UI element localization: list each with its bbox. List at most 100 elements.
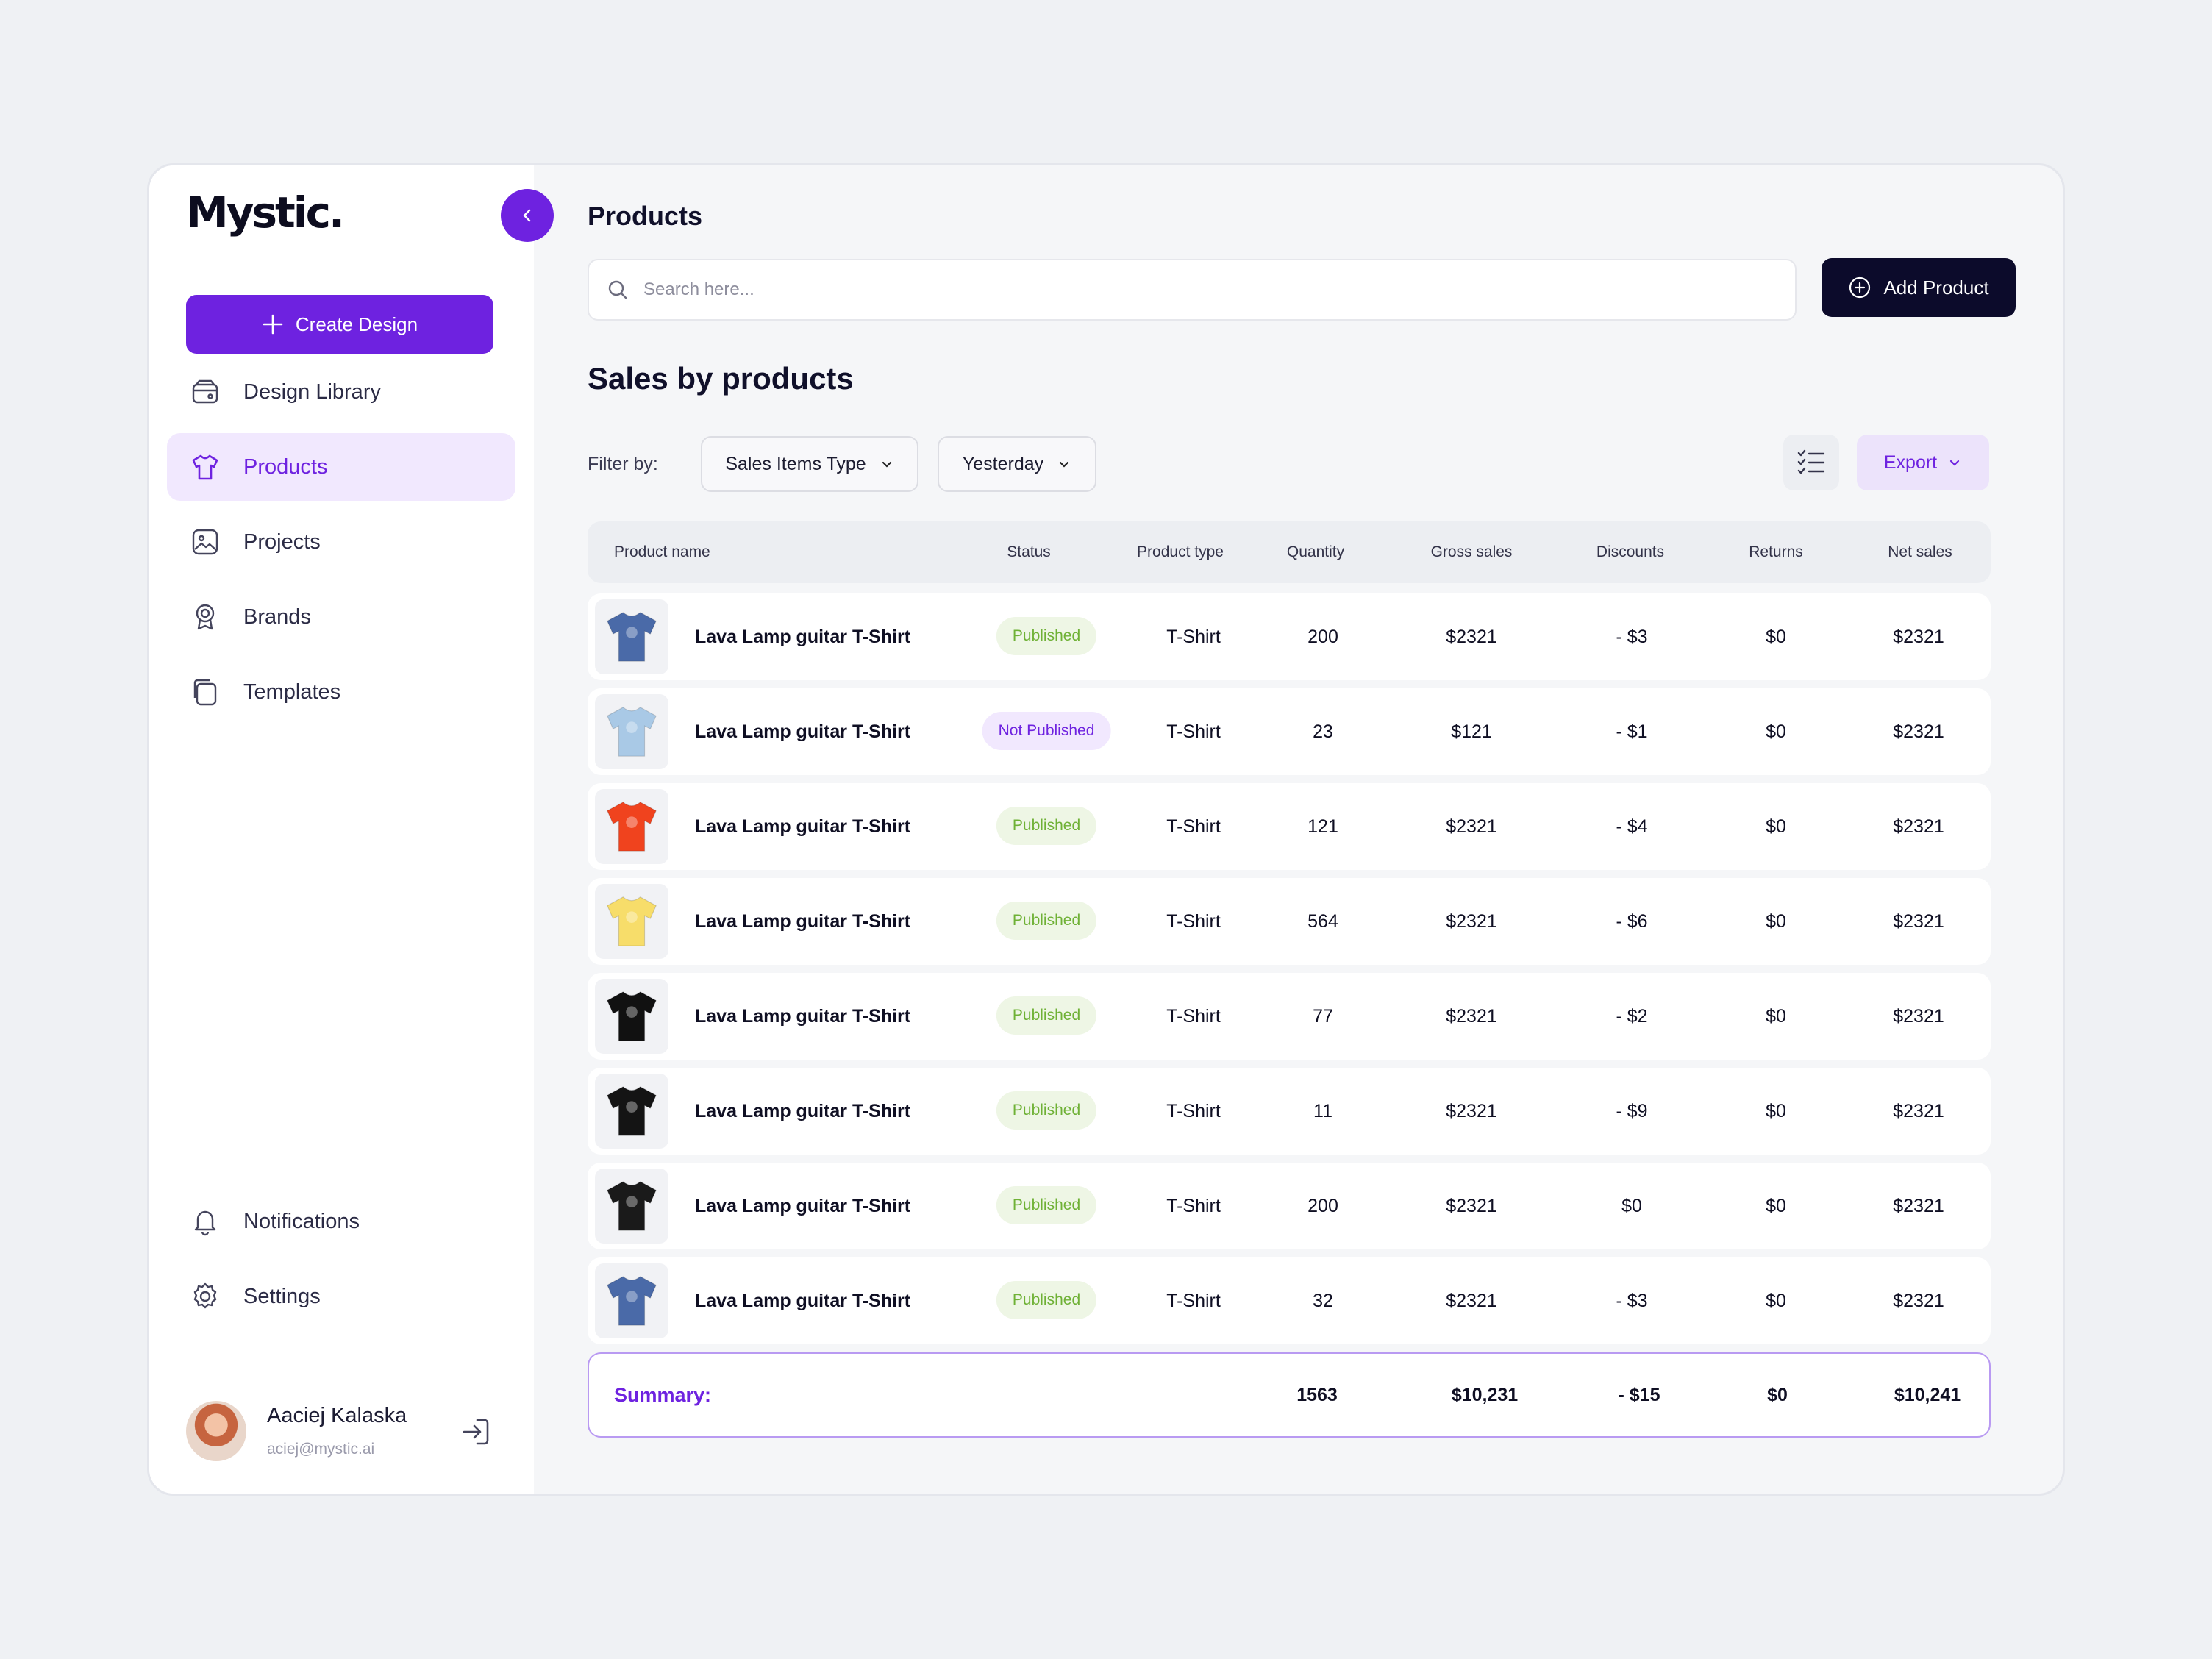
plus-icon	[263, 314, 283, 335]
quantity: 11	[1313, 1101, 1332, 1121]
table-row[interactable]: Lava Lamp guitar T-Shirt Not Published T-S…	[588, 688, 1991, 775]
logout-icon	[463, 1419, 489, 1445]
checklist-view-button[interactable]	[1783, 435, 1839, 490]
product-thumbnail	[595, 1263, 668, 1338]
status-badge: Published	[996, 1091, 1097, 1130]
section-title: Sales by products	[588, 361, 854, 396]
bell-icon	[194, 1210, 216, 1236]
table-row[interactable]: Lava Lamp guitar T-Shirt Published T-Shirt…	[588, 1257, 1991, 1344]
product-name[interactable]: Lava Lamp guitar T-Shirt	[695, 627, 911, 647]
table-row[interactable]: Lava Lamp guitar T-Shirt Published T-Shirt…	[588, 783, 1991, 870]
quantity: 121	[1307, 816, 1338, 837]
sidebar: Mystic. Create Design Design Library Pro…	[149, 165, 534, 1494]
tshirt-image-icon	[607, 1086, 657, 1136]
gross-sales: $2321	[1446, 911, 1497, 932]
tshirt-image-icon	[607, 802, 657, 852]
returns: $0	[1766, 1006, 1786, 1027]
table-row[interactable]: Lava Lamp guitar T-Shirt Published T-Shirt…	[588, 1068, 1991, 1155]
col-discounts: Discounts	[1596, 543, 1665, 560]
gross-sales: $2321	[1446, 627, 1497, 647]
summary-quantity: 1563	[1296, 1385, 1338, 1405]
discounts: - $4	[1616, 816, 1648, 837]
net-sales: $2321	[1893, 1291, 1944, 1311]
product-name[interactable]: Lava Lamp guitar T-Shirt	[695, 816, 911, 837]
sidebar-item-label: Templates	[243, 679, 341, 704]
sidebar-item-settings[interactable]: Settings	[167, 1263, 515, 1330]
search-input[interactable]	[642, 279, 1748, 301]
returns: $0	[1766, 1291, 1786, 1311]
filter-label: Filter by:	[588, 454, 658, 474]
col-net-sales: Net sales	[1888, 543, 1952, 560]
quantity: 77	[1313, 1006, 1333, 1027]
tshirt-image-icon	[607, 896, 657, 946]
table-row[interactable]: Lava Lamp guitar T-Shirt Published T-Shirt…	[588, 878, 1991, 965]
gear-icon	[193, 1282, 217, 1309]
sidebar-item-products[interactable]: Products	[167, 433, 515, 501]
status-badge: Not Published	[982, 712, 1111, 750]
gross-sales: $121	[1451, 721, 1492, 742]
discounts: - $2	[1616, 1006, 1648, 1027]
net-sales: $2321	[1893, 627, 1944, 647]
discounts: - $1	[1616, 721, 1648, 742]
avatar[interactable]	[186, 1401, 246, 1461]
col-product-type: Product type	[1137, 543, 1224, 560]
table-row[interactable]: Lava Lamp guitar T-Shirt Published T-Shirt…	[588, 593, 1991, 680]
product-name[interactable]: Lava Lamp guitar T-Shirt	[695, 1291, 911, 1311]
table-row[interactable]: Lava Lamp guitar T-Shirt Published T-Shirt…	[588, 973, 1991, 1060]
table-row[interactable]: Lava Lamp guitar T-Shirt Published T-Shirt…	[588, 1163, 1991, 1249]
returns: $0	[1766, 911, 1786, 932]
returns: $0	[1766, 721, 1786, 742]
product-name[interactable]: Lava Lamp guitar T-Shirt	[695, 1196, 911, 1216]
col-returns: Returns	[1749, 543, 1803, 560]
product-type: T-Shirt	[1166, 1006, 1221, 1027]
sidebar-item-design-library[interactable]: Design Library	[167, 358, 515, 426]
sidebar-item-label: Settings	[243, 1284, 321, 1308]
product-name[interactable]: Lava Lamp guitar T-Shirt	[695, 1101, 911, 1121]
status-badge: Published	[996, 996, 1097, 1035]
create-design-label: Create Design	[295, 313, 418, 335]
sidebar-item-notifications[interactable]: Notifications	[167, 1188, 515, 1255]
product-type: T-Shirt	[1166, 627, 1221, 647]
net-sales: $2321	[1893, 721, 1944, 742]
summary-label: Summary:	[614, 1384, 712, 1406]
collapse-sidebar-button[interactable]	[501, 189, 554, 242]
product-name[interactable]: Lava Lamp guitar T-Shirt	[695, 911, 911, 932]
product-name[interactable]: Lava Lamp guitar T-Shirt	[695, 1006, 911, 1027]
sidebar-item-projects[interactable]: Projects	[167, 508, 515, 576]
create-design-button[interactable]: Create Design	[186, 295, 493, 354]
quantity: 32	[1313, 1291, 1333, 1311]
net-sales: $2321	[1893, 816, 1944, 837]
sidebar-item-brands[interactable]: Brands	[167, 583, 515, 651]
product-thumbnail	[595, 1169, 668, 1244]
gross-sales: $2321	[1446, 1006, 1497, 1027]
product-type: T-Shirt	[1166, 911, 1221, 932]
product-name[interactable]: Lava Lamp guitar T-Shirt	[695, 721, 911, 742]
summary-net: $10,241	[1894, 1385, 1961, 1405]
checklist-icon	[1797, 449, 1825, 474]
sidebar-bottom-nav: Notifications Settings	[167, 1188, 515, 1338]
dropdown-value: Sales Items Type	[725, 453, 866, 474]
discounts: - $3	[1616, 627, 1648, 647]
net-sales: $2321	[1893, 1101, 1944, 1121]
sidebar-item-label: Brands	[243, 604, 311, 629]
sidebar-item-label: Projects	[243, 529, 321, 554]
tshirt-icon	[192, 454, 218, 480]
col-gross-sales: Gross sales	[1430, 543, 1513, 560]
add-product-button[interactable]: Add Product	[1822, 258, 2016, 317]
sidebar-item-templates[interactable]: Templates	[167, 658, 515, 726]
sidebar-item-label: Design Library	[243, 379, 381, 404]
logo: Mystic.	[186, 188, 345, 238]
summary-row: Summary: 1563 $10,231 - $15 $0 $10,241	[588, 1352, 1991, 1438]
date-dropdown[interactable]: Yesterday	[938, 436, 1096, 492]
returns: $0	[1766, 1196, 1786, 1216]
dropdown-value: Yesterday	[962, 453, 1044, 474]
logout-button[interactable]	[460, 1416, 492, 1452]
export-button[interactable]: Export	[1857, 435, 1989, 490]
tshirt-image-icon	[607, 707, 657, 757]
sales-type-dropdown[interactable]: Sales Items Type	[701, 436, 918, 492]
quantity: 23	[1313, 721, 1333, 742]
product-thumbnail	[595, 1074, 668, 1149]
product-type: T-Shirt	[1166, 1101, 1221, 1121]
product-thumbnail	[595, 884, 668, 959]
chevron-left-icon	[523, 209, 531, 222]
